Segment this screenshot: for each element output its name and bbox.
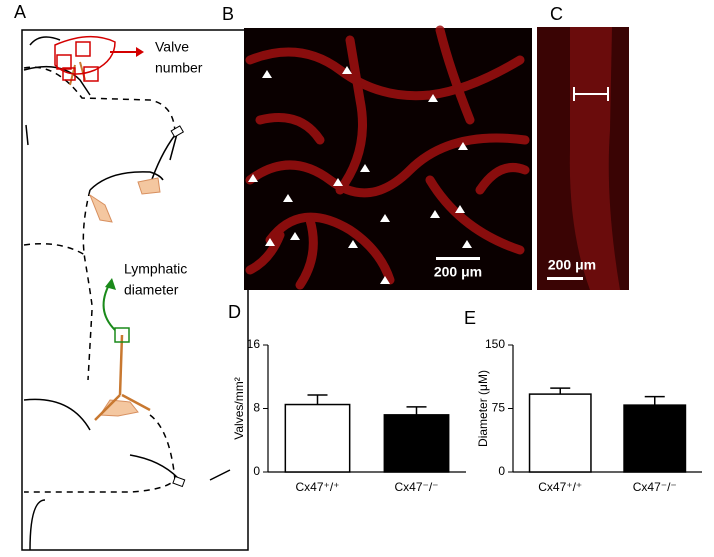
y-tick-label: 0 — [253, 464, 260, 478]
scale-label: 200 μm — [434, 264, 482, 280]
x-tick-label: Cx47⁺/⁺ — [295, 480, 339, 494]
x-tick-label: Cx47⁺/⁺ — [538, 480, 582, 494]
bar — [284, 403, 351, 473]
bar — [623, 404, 687, 473]
vessel-line — [94, 334, 151, 421]
arrowhead — [136, 47, 144, 57]
diagram-lines — [23, 36, 231, 551]
micrograph — [244, 28, 532, 290]
y-tick-label: 16 — [247, 337, 261, 351]
annotation: Lymphatic — [124, 261, 187, 277]
y-tick-label: 0 — [498, 464, 505, 478]
diameter-marker — [573, 87, 609, 101]
annotation: diameter — [124, 282, 179, 298]
y-axis-label: Diameter (μM) — [476, 370, 490, 447]
scale-bar — [436, 257, 480, 260]
annotation: Valve — [155, 39, 189, 55]
vessel-network — [245, 25, 530, 290]
measure-box — [114, 327, 130, 343]
scale-label: 200 μm — [548, 257, 596, 273]
y-tick-label: 75 — [492, 401, 506, 415]
arrowhead — [105, 278, 116, 290]
bar — [383, 414, 450, 473]
panel-label: B — [222, 4, 234, 24]
panel-label: D — [228, 302, 241, 322]
bar — [528, 393, 592, 473]
valve-boxes — [54, 36, 116, 82]
y-tick-label: 8 — [253, 401, 260, 415]
valve-markers — [248, 66, 472, 284]
x-tick-label: Cx47⁻/⁻ — [394, 480, 438, 494]
x-tick-label: Cx47⁻/⁻ — [633, 480, 677, 494]
y-tick-label: 150 — [485, 337, 505, 351]
panel-label: A — [14, 2, 26, 22]
scale-bar — [547, 277, 583, 280]
needle — [170, 125, 185, 138]
panel-label: E — [464, 308, 476, 328]
annotation: number — [155, 60, 203, 76]
panel-label: C — [550, 4, 563, 24]
arrow — [102, 282, 116, 331]
needle — [172, 475, 186, 488]
y-axis-label: Valves/mm² — [232, 377, 246, 439]
